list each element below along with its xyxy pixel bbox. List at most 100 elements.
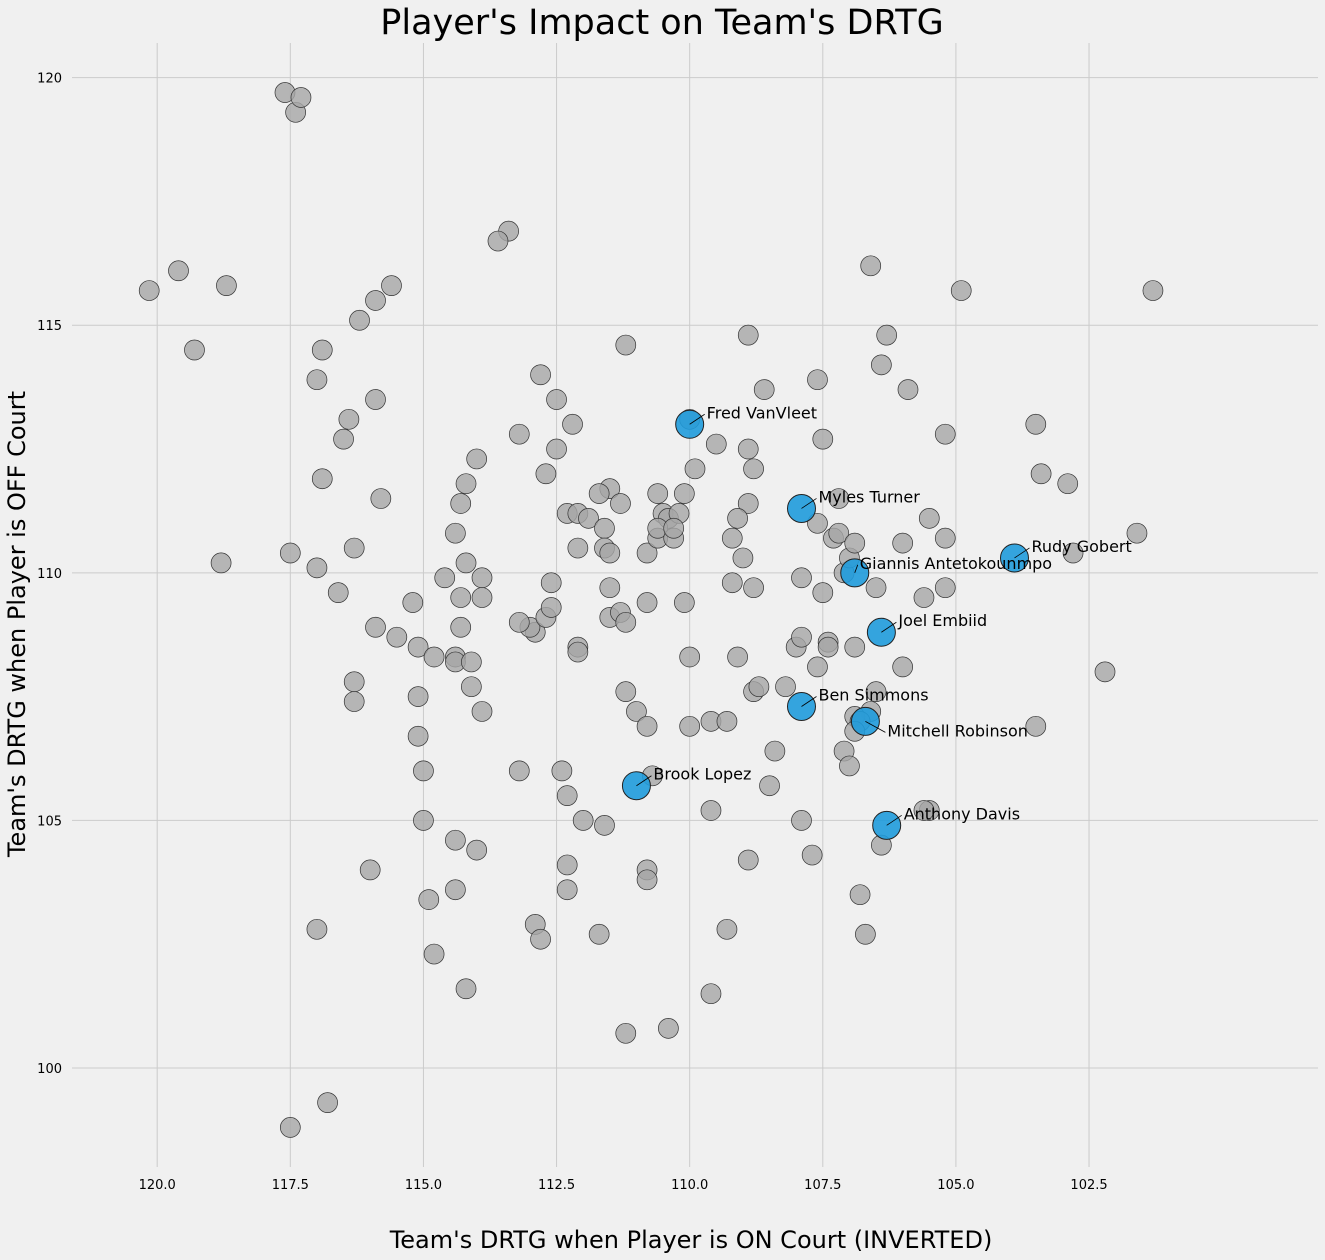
player-point xyxy=(471,567,493,589)
player-point xyxy=(381,275,402,296)
player-point xyxy=(791,810,812,831)
player-point xyxy=(599,542,621,564)
x-axis-label: Team's DRTG when Player is ON Court (INV… xyxy=(389,1226,993,1254)
player-point xyxy=(721,572,743,594)
player-point xyxy=(791,626,812,648)
annotation-leader xyxy=(1014,547,1030,559)
player-point xyxy=(865,681,887,703)
player-point xyxy=(828,522,850,544)
player-point xyxy=(279,542,301,564)
player-point xyxy=(663,517,685,539)
player-point xyxy=(700,800,722,821)
player-point xyxy=(636,592,658,613)
player-point xyxy=(210,552,232,574)
player-point xyxy=(647,483,669,504)
player-point xyxy=(556,785,578,806)
y-tick-label: 100 xyxy=(37,1062,62,1077)
player-point xyxy=(530,928,551,950)
player-point xyxy=(1142,280,1164,301)
player-point xyxy=(306,557,328,579)
player-point xyxy=(636,542,658,564)
annotation-leader xyxy=(801,696,817,707)
player-point xyxy=(413,760,434,782)
player-point xyxy=(359,859,381,881)
player-point xyxy=(418,889,440,910)
player-point xyxy=(934,527,956,549)
player-annotation: Mitchell Robinson xyxy=(887,721,1027,740)
player-point xyxy=(844,532,866,554)
player-point xyxy=(1126,522,1148,544)
player-point xyxy=(737,493,759,514)
x-tick-label: 110.0 xyxy=(671,1178,708,1193)
player-point xyxy=(727,507,748,529)
player-point xyxy=(578,507,599,529)
player-point xyxy=(950,280,972,301)
player-point xyxy=(434,567,456,589)
player-point xyxy=(535,463,557,485)
player-annotation: Rudy Gobert xyxy=(1031,537,1131,556)
player-point xyxy=(290,87,312,108)
player-point xyxy=(370,488,392,509)
player-point xyxy=(1057,473,1079,495)
player-point xyxy=(551,760,573,782)
player-point xyxy=(386,626,408,648)
player-point xyxy=(615,1022,637,1044)
player-point xyxy=(306,918,328,940)
player-point xyxy=(918,507,940,529)
y-axis-label: Team's DRTG when Player is OFF Court xyxy=(3,391,31,858)
player-point xyxy=(716,711,738,732)
player-point xyxy=(343,691,365,712)
player-point xyxy=(445,522,466,544)
player-point xyxy=(684,458,706,480)
player-point xyxy=(743,458,764,480)
annotation-leader xyxy=(801,498,817,509)
player-point xyxy=(423,943,445,965)
player-point xyxy=(455,978,477,1000)
player-point xyxy=(365,389,386,410)
player-point xyxy=(737,438,759,460)
x-tick-label: 102.5 xyxy=(1070,1178,1107,1193)
player-point xyxy=(343,671,365,693)
player-point xyxy=(876,324,898,346)
player-point xyxy=(727,646,748,668)
player-point xyxy=(897,379,919,400)
y-tick-label: 120 xyxy=(37,72,62,87)
player-point xyxy=(546,389,567,410)
player-point xyxy=(455,552,477,574)
player-point xyxy=(732,547,754,569)
x-tick-label: 112.5 xyxy=(538,1178,575,1193)
x-tick-label: 115.0 xyxy=(405,1178,442,1193)
player-point xyxy=(450,587,472,608)
grid-layer xyxy=(72,43,1318,1167)
player-point xyxy=(588,923,610,945)
player-point xyxy=(871,354,892,376)
player-annotation: Myles Turner xyxy=(818,487,920,506)
annotation-leader xyxy=(689,413,705,425)
player-point xyxy=(775,676,796,698)
player-point xyxy=(1094,661,1116,683)
player-point xyxy=(333,428,354,450)
player-point xyxy=(338,408,360,430)
player-point xyxy=(913,800,935,821)
tick-layer: 120.0 117.5 115.0 112.5 110.0 107.5 105.0 102.5… xyxy=(37,72,1107,1193)
player-point xyxy=(1025,413,1047,435)
player-point xyxy=(407,636,429,658)
player-point xyxy=(402,592,424,613)
player-point xyxy=(615,611,637,633)
player-point xyxy=(413,810,434,831)
player-point xyxy=(461,676,482,698)
player-annotation: Fred VanVleet xyxy=(707,403,817,422)
player-point xyxy=(508,423,530,445)
player-point xyxy=(461,651,482,673)
player-point xyxy=(508,611,530,633)
player-point xyxy=(311,468,333,490)
player-point xyxy=(556,854,578,876)
player-point xyxy=(445,829,466,851)
player-point xyxy=(658,1018,679,1039)
player-point xyxy=(365,290,386,311)
player-point xyxy=(748,676,770,698)
player-point xyxy=(556,879,578,901)
player-point xyxy=(801,844,823,866)
player-point xyxy=(679,715,701,737)
